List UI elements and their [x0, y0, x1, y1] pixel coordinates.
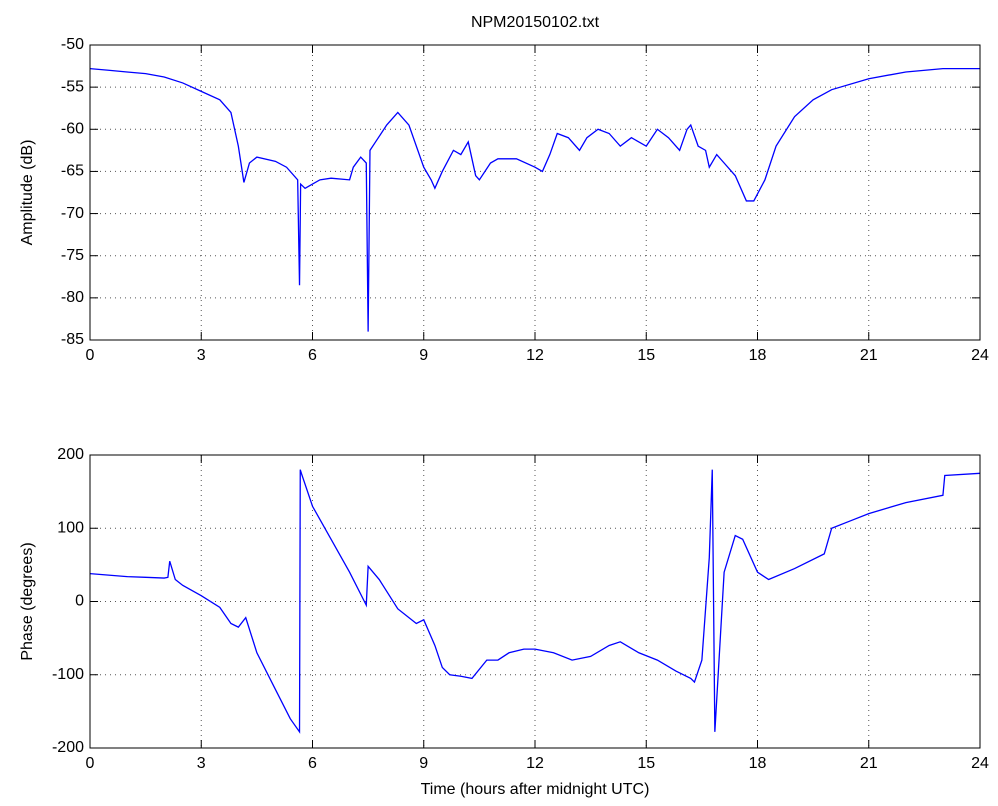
x-tick-label: 21: [860, 347, 878, 364]
x-tick-label: 6: [308, 347, 317, 364]
y-tick-label: -65: [61, 163, 84, 180]
plot-frame: [89, 454, 981, 749]
y-tick-label: -60: [61, 121, 84, 138]
data-line: [89, 469, 981, 734]
y-tick-label: 100: [57, 519, 84, 536]
y-tick-label: -55: [61, 78, 84, 95]
x-tick-label: 18: [749, 755, 767, 772]
y-axis-label: Phase (degrees): [19, 542, 36, 660]
x-tick-label: 12: [526, 755, 544, 772]
x-tick-label: 3: [197, 347, 206, 364]
x-tick-label: 0: [86, 347, 95, 364]
data-line: [89, 67, 980, 332]
x-tick-label: 15: [637, 347, 655, 364]
y-tick-label: 0: [75, 593, 84, 610]
y-tick-label: -75: [61, 247, 84, 264]
y-tick-label: -70: [61, 205, 84, 222]
x-tick-label: 21: [860, 755, 878, 772]
x-tick-label: 18: [749, 347, 767, 364]
x-tick-label: 15: [637, 755, 655, 772]
y-tick-label: -85: [61, 331, 84, 348]
y-tick-label: -200: [52, 739, 84, 756]
x-tick-label: 3: [197, 755, 206, 772]
x-tick-label: 9: [419, 755, 428, 772]
y-axis-label: Amplitude (dB): [19, 140, 36, 246]
plot-frame: [89, 44, 981, 341]
x-tick-label: 9: [419, 347, 428, 364]
y-tick-label: -50: [61, 36, 84, 53]
y-tick-label: -80: [61, 289, 84, 306]
x-tick-label: 0: [86, 755, 95, 772]
x-tick-label: 12: [526, 347, 544, 364]
x-tick-label: 6: [308, 755, 317, 772]
y-tick-label: -100: [52, 666, 84, 683]
x-axis-label: Time (hours after midnight UTC): [421, 781, 650, 798]
x-tick-label: 24: [971, 755, 989, 772]
y-tick-label: 200: [57, 446, 84, 463]
x-tick-label: 24: [971, 347, 989, 364]
chart-title: NPM20150102.txt: [471, 14, 600, 31]
